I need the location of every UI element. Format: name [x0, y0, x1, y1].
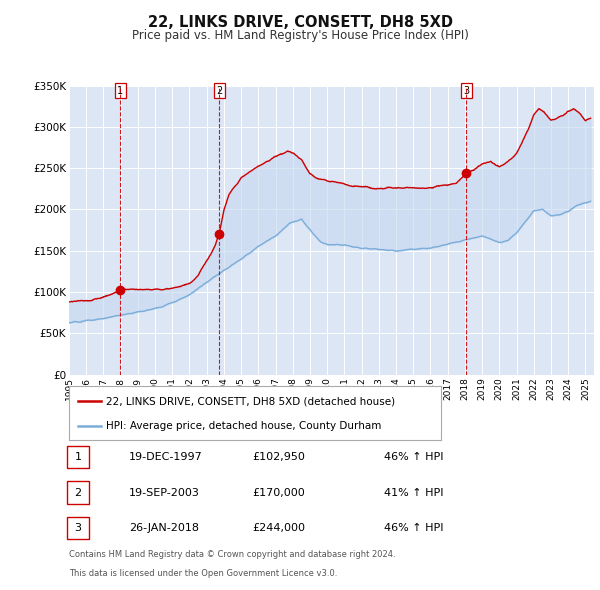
- Text: 2: 2: [74, 488, 82, 497]
- Text: 22, LINKS DRIVE, CONSETT, DH8 5XD: 22, LINKS DRIVE, CONSETT, DH8 5XD: [148, 15, 452, 30]
- Text: 22, LINKS DRIVE, CONSETT, DH8 5XD (detached house): 22, LINKS DRIVE, CONSETT, DH8 5XD (detac…: [106, 396, 395, 407]
- Text: This data is licensed under the Open Government Licence v3.0.: This data is licensed under the Open Gov…: [69, 569, 337, 578]
- Text: 41% ↑ HPI: 41% ↑ HPI: [384, 488, 443, 497]
- Text: 1: 1: [74, 453, 82, 462]
- Text: £170,000: £170,000: [252, 488, 305, 497]
- Text: 3: 3: [463, 86, 469, 96]
- Text: 19-DEC-1997: 19-DEC-1997: [129, 453, 203, 462]
- Text: Contains HM Land Registry data © Crown copyright and database right 2024.: Contains HM Land Registry data © Crown c…: [69, 550, 395, 559]
- Text: 19-SEP-2003: 19-SEP-2003: [129, 488, 200, 497]
- Text: £102,950: £102,950: [252, 453, 305, 462]
- Text: £244,000: £244,000: [252, 523, 305, 533]
- Text: 2: 2: [216, 86, 222, 96]
- Text: 46% ↑ HPI: 46% ↑ HPI: [384, 453, 443, 462]
- Text: Price paid vs. HM Land Registry's House Price Index (HPI): Price paid vs. HM Land Registry's House …: [131, 30, 469, 42]
- Text: 46% ↑ HPI: 46% ↑ HPI: [384, 523, 443, 533]
- Text: HPI: Average price, detached house, County Durham: HPI: Average price, detached house, Coun…: [106, 421, 382, 431]
- Text: 26-JAN-2018: 26-JAN-2018: [129, 523, 199, 533]
- Text: 3: 3: [74, 523, 82, 533]
- Text: 1: 1: [117, 86, 123, 96]
